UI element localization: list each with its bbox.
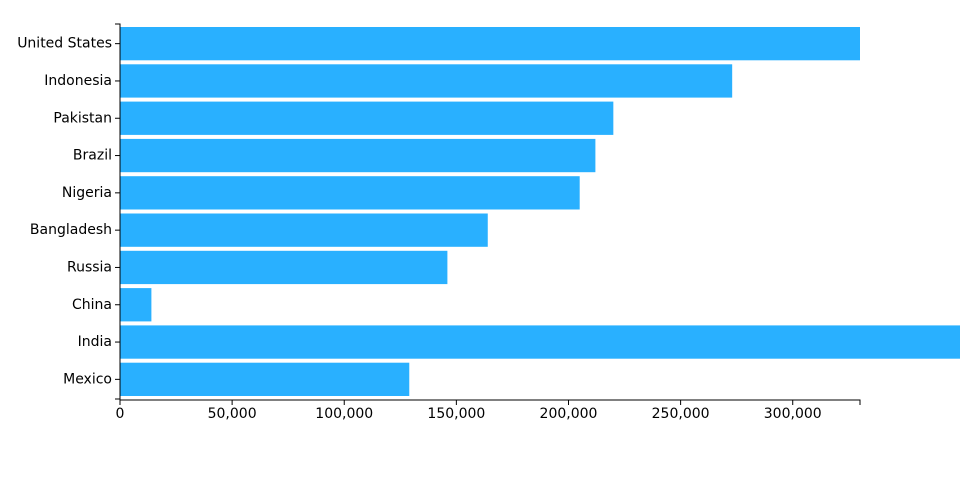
bar [120, 288, 152, 322]
x-tick-label: 250,000 [652, 406, 710, 422]
x-axis [119, 399, 861, 405]
x-tick-label: 300,000 [764, 406, 822, 422]
y-tick-label: United States [17, 36, 112, 52]
bar [120, 101, 614, 135]
y-tick-label: China [72, 297, 112, 313]
x-tick-label: 0 [116, 406, 125, 422]
bar [120, 176, 580, 210]
x-tick-label: 100,000 [315, 406, 373, 422]
y-tick-label: Russia [67, 259, 112, 275]
bar [120, 138, 596, 173]
y-tick-label: Mexico [63, 371, 112, 387]
y-tick-label: Brazil [73, 148, 112, 164]
bar [120, 64, 733, 98]
bar [120, 213, 488, 247]
bar [120, 325, 960, 359]
bar [120, 250, 448, 285]
bar [120, 362, 410, 396]
y-axis [115, 23, 121, 400]
bar [120, 27, 860, 61]
x-tick-label: 50,000 [208, 406, 257, 422]
y-tick-label: Bangladesh [30, 222, 112, 238]
y-tick-label: Pakistan [53, 110, 112, 126]
y-tick-label: Nigeria [62, 185, 112, 201]
y-tick-label: India [78, 334, 112, 350]
y-tick-label: Indonesia [44, 73, 112, 89]
x-tick-label: 150,000 [427, 406, 485, 422]
x-tick-label: 200,000 [540, 406, 598, 422]
